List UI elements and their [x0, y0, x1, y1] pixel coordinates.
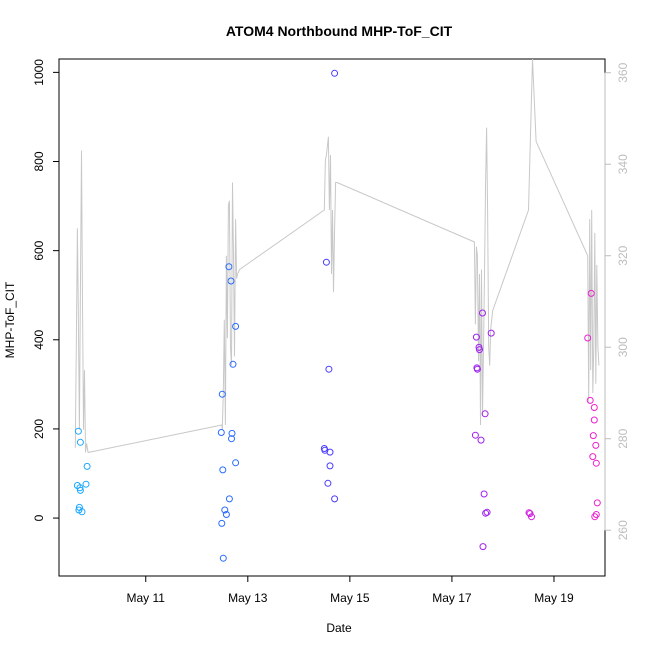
data-point — [592, 441, 600, 449]
chart-title: ATOM4 Northbound MHP-ToF_CIT — [226, 23, 453, 39]
data-point — [324, 479, 332, 487]
data-point — [587, 289, 595, 297]
x-axis-label: Date — [326, 621, 352, 635]
data-point — [471, 431, 479, 439]
data-point — [219, 554, 227, 562]
data-point — [326, 448, 334, 456]
data-point — [322, 258, 330, 266]
data-point — [483, 508, 491, 516]
data-point — [217, 429, 225, 436]
data-point — [76, 486, 84, 494]
data-point — [76, 484, 84, 492]
data-point — [331, 69, 339, 77]
y2-tick-label: 260 — [616, 520, 630, 540]
data-point — [83, 462, 91, 470]
data-point — [228, 435, 235, 443]
line-series — [74, 58, 600, 454]
x-tick-label: May 15 — [330, 591, 370, 605]
data-point — [472, 333, 480, 341]
data-point — [78, 508, 86, 516]
data-point — [482, 509, 490, 517]
y2-tick-label: 320 — [616, 245, 630, 265]
data-point — [225, 263, 233, 271]
y-axis-right: 260 280 300 320 340 360 — [604, 62, 630, 540]
data-point — [331, 495, 339, 503]
y2-tick-label: 360 — [616, 62, 630, 82]
data-point — [589, 453, 597, 461]
data-point — [473, 365, 481, 373]
data-point — [219, 466, 227, 474]
x-tick-label: May 13 — [228, 591, 268, 605]
y-tick-label: 1000 — [32, 59, 46, 86]
y2-tick-label: 280 — [616, 428, 630, 448]
y-tick-label: 200 — [32, 419, 46, 439]
data-point — [476, 346, 483, 354]
data-point — [584, 334, 592, 342]
data-point — [480, 490, 488, 498]
data-point — [528, 513, 535, 521]
y2-tick-label: 340 — [616, 154, 630, 174]
data-point — [593, 499, 601, 507]
data-point — [477, 436, 485, 444]
data-point — [225, 495, 233, 503]
data-point — [592, 511, 600, 518]
data-point — [228, 429, 236, 437]
data-point — [232, 459, 240, 467]
data-point — [222, 511, 230, 518]
data-point — [479, 309, 486, 317]
data-point — [589, 432, 597, 440]
scatter-points — [73, 69, 601, 562]
data-point — [479, 543, 487, 551]
data-point — [76, 438, 84, 446]
x-tick-label: May 17 — [432, 591, 472, 605]
y-axis-label: MHP-ToF_CIT — [3, 281, 17, 358]
x-tick-label: May 19 — [534, 591, 574, 605]
x-tick-label: May 11 — [127, 591, 166, 605]
data-point — [221, 506, 229, 514]
data-point — [590, 416, 598, 424]
y-tick-label: 400 — [32, 329, 46, 349]
data-point — [326, 462, 334, 470]
data-point — [82, 480, 90, 488]
data-point — [74, 427, 82, 435]
data-point — [481, 410, 489, 418]
y-tick-label: 0 — [32, 514, 46, 521]
data-point — [229, 360, 237, 368]
data-point — [590, 404, 598, 411]
y-tick-label: 600 — [32, 240, 46, 260]
data-point — [232, 322, 240, 330]
data-point — [218, 390, 226, 398]
y2-tick-label: 300 — [616, 337, 630, 357]
data-point — [227, 277, 235, 285]
data-point — [487, 329, 495, 337]
x-axis: May 11 May 13 May 15 May 17 May 19 — [127, 575, 574, 605]
y-axis-left: 0 200 400 600 800 1000 — [32, 59, 60, 521]
line-series-path — [74, 58, 600, 454]
y-tick-label: 800 — [32, 151, 46, 171]
data-point — [218, 519, 226, 527]
data-point — [592, 459, 600, 467]
data-point — [325, 365, 333, 373]
data-point — [586, 396, 594, 404]
